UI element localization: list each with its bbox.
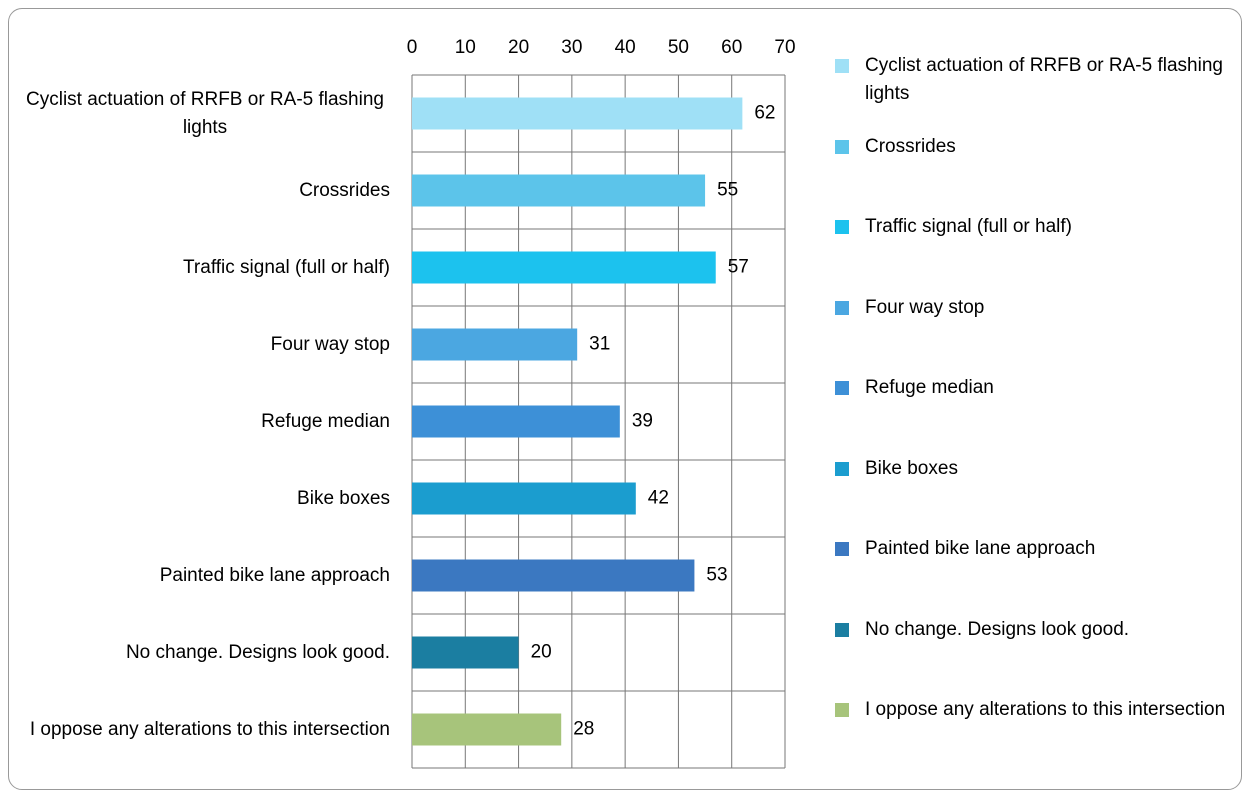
legend-label: Bike boxes [865, 457, 958, 479]
category-label: Bike boxes [297, 487, 390, 509]
legend-swatch [835, 300, 849, 315]
bar [412, 482, 636, 515]
category-label: I oppose any alterations to this interse… [29, 718, 390, 740]
value-label: 53 [706, 565, 727, 586]
x-tick-label: 30 [561, 37, 582, 58]
legend-swatch [835, 139, 849, 154]
legend-label: No change. Designs look good. [865, 618, 1130, 640]
value-label: 28 [573, 719, 594, 740]
legend-swatch [835, 622, 849, 637]
legend-swatch [835, 703, 849, 717]
value-label: 62 [754, 103, 775, 124]
x-tick-label: 60 [721, 37, 742, 58]
legend-entry: I oppose any alterations to this interse… [835, 696, 1235, 724]
category-label: Painted bike lane approach [159, 564, 390, 586]
legend-entry: Four way stop [835, 294, 1235, 322]
legend-entry: Refuge median [835, 374, 1235, 402]
legend-label: Crossrides [865, 135, 956, 157]
legend-swatch [835, 461, 849, 476]
legend-swatch [835, 59, 849, 73]
category-label: Traffic signal (full or half) [183, 256, 390, 278]
x-tick-label: 70 [774, 37, 795, 58]
legend-swatch [835, 220, 849, 234]
legend-label: Four way stop [865, 296, 985, 318]
legend-label: Traffic signal (full or half) [865, 216, 1072, 237]
category-label: No change. Designs look good. [125, 641, 390, 663]
bar [412, 251, 716, 284]
value-label: 55 [717, 180, 738, 201]
legend-entry: No change. Designs look good. [835, 616, 1235, 644]
bar [412, 636, 519, 669]
value-label: 20 [531, 642, 552, 663]
x-tick-label: 50 [668, 37, 689, 58]
legend-label: I oppose any alterations to this interse… [865, 699, 1226, 720]
bar [412, 559, 695, 592]
legend-swatch [835, 542, 849, 556]
category-label: Cyclist actuation of RRFB or RA-5 flashi… [26, 88, 384, 138]
x-tick-label: 10 [455, 37, 476, 58]
value-label: 39 [632, 411, 653, 432]
bar [412, 405, 620, 438]
legend-entry: Painted bike lane approach [835, 535, 1235, 563]
x-tick-label: 20 [508, 37, 529, 58]
x-tick-label: 0 [407, 37, 418, 58]
bar [412, 713, 562, 746]
bar [412, 174, 706, 207]
legend-entry: Crossrides [835, 133, 1235, 161]
bar [412, 328, 578, 361]
x-tick-label: 40 [615, 37, 636, 58]
chart-frame [8, 8, 1242, 790]
bar [412, 97, 743, 130]
category-label: Four way stop [270, 333, 390, 355]
category-label: Refuge median [261, 410, 390, 432]
legend-entry: Cyclist actuation of RRFB or RA-5 flashi… [835, 52, 1235, 108]
legend-entry: Traffic signal (full or half) [835, 213, 1235, 241]
value-label: 31 [589, 334, 610, 355]
category-label: Crossrides [299, 179, 390, 201]
legend-label: Painted bike lane approach [865, 538, 1096, 559]
legend-label: Cyclist actuation of RRFB or RA-5 flashi… [865, 55, 1223, 104]
legend-entry: Bike boxes [835, 455, 1235, 483]
legend-label: Refuge median [865, 377, 994, 398]
legend-swatch [835, 381, 849, 395]
value-label: 42 [648, 488, 669, 509]
value-label: 57 [728, 257, 749, 278]
